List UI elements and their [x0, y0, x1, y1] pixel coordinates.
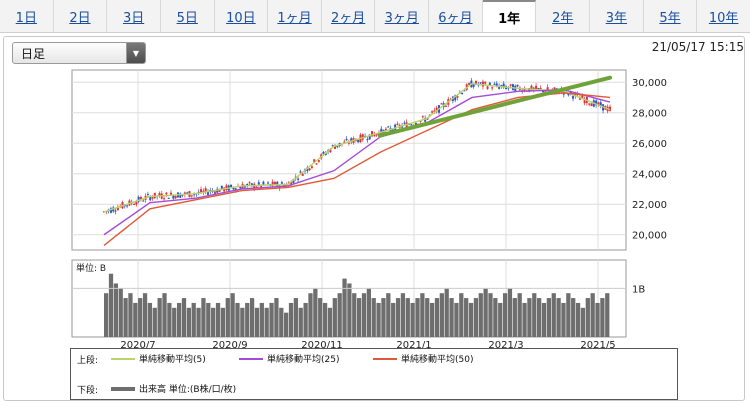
legend-ma25-swatch	[239, 357, 263, 360]
legend-ma25: 単純移動平均(25)	[239, 352, 339, 365]
tab-7[interactable]: 3ヶ月	[375, 0, 430, 32]
legend-volume-swatch	[111, 386, 135, 391]
interval-select[interactable]: 日足 ▼	[12, 42, 146, 64]
legend-ma50-swatch	[373, 357, 397, 360]
tab-2[interactable]: 3日	[107, 0, 161, 32]
legend-lower-label: 下段:	[77, 386, 99, 396]
tab-3[interactable]: 5日	[161, 0, 215, 32]
chevron-down-icon[interactable]: ▼	[126, 43, 145, 63]
chart-panel	[3, 36, 745, 401]
legend-ma50: 単純移動平均(50)	[373, 352, 473, 365]
tab-4[interactable]: 10日	[215, 0, 269, 32]
legend-ma5-label: 単純移動平均(5)	[139, 355, 206, 365]
period-tabs: 1日 2日 3日 5日 10日 1ヶ月 2ヶ月 3ヶ月 6ヶ月 1年 2年 3年 5年 10年	[0, 0, 750, 33]
tab-1[interactable]: 2日	[54, 0, 108, 32]
legend-volume: 出来高 単位:(B株/口/枚)	[111, 382, 236, 395]
chart-legend: 上段: 単純移動平均(5) 単純移動平均(25) 単純移動平均(50) 下段: …	[70, 348, 678, 400]
tab-12[interactable]: 5年	[644, 0, 698, 32]
tab-8[interactable]: 6ヶ月	[429, 0, 483, 32]
tab-9[interactable]: 1年	[482, 0, 537, 32]
tab-13[interactable]: 10年	[708, 10, 739, 26]
legend-upper-label: 上段:	[77, 356, 99, 366]
legend-ma50-label: 単純移動平均(50)	[401, 355, 474, 365]
legend-ma25-label: 単純移動平均(25)	[267, 355, 340, 365]
tab-0[interactable]: 1日	[0, 0, 54, 32]
legend-volume-label: 出来高 単位:(B株/口/枚)	[139, 385, 237, 395]
tab-10[interactable]: 2年	[536, 0, 591, 32]
legend-ma5-swatch	[111, 357, 135, 360]
tab-6[interactable]: 2ヶ月	[322, 0, 376, 32]
legend-ma5: 単純移動平均(5)	[111, 352, 206, 365]
timestamp: 21/05/17 15:15	[651, 40, 744, 54]
tab-5[interactable]: 1ヶ月	[268, 0, 322, 32]
interval-select-value: 日足	[21, 46, 46, 61]
tab-11[interactable]: 3年	[590, 0, 644, 32]
